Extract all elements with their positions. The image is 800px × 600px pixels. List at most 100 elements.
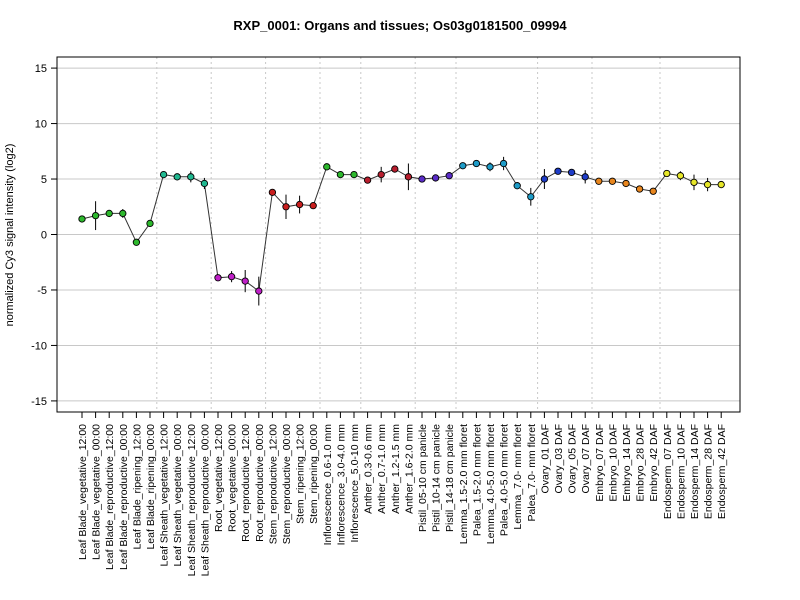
x-tick-label: Leaf Blade_reproductive_12:00 xyxy=(104,424,116,570)
data-point xyxy=(676,172,685,180)
x-tick-label: Leaf Blade_ripening_12:00 xyxy=(131,424,143,550)
x-tick-label: Palea_1.5-2.0 mm floret xyxy=(471,424,483,536)
y-tick-label: 15 xyxy=(35,63,47,75)
data-point xyxy=(336,170,345,179)
x-tick-label: Root_reproductive_12:00 xyxy=(240,424,252,542)
x-tick-label: Ovary_05 DAF xyxy=(567,424,579,493)
x-tick-label: Leaf Blade_ripening_00:00 xyxy=(145,424,157,550)
x-tick-label: Endosperm_14 DAF xyxy=(689,424,701,519)
x-tick-label: Inflorescence_3.0-4.0 mm xyxy=(335,424,347,546)
data-point xyxy=(309,202,317,210)
data-point xyxy=(554,167,562,175)
x-tick-label: Stem_ripening_00:00 xyxy=(308,424,320,524)
data-point xyxy=(663,169,671,178)
x-tick-label: Root_reproductive_00:00 xyxy=(254,424,266,542)
data-point xyxy=(445,172,453,180)
x-tick-label: Leaf Blade_vegetative_00:00 xyxy=(91,424,103,560)
data-point xyxy=(295,200,304,209)
data-point xyxy=(608,177,617,185)
data-point xyxy=(132,238,141,246)
data-point xyxy=(377,170,385,179)
data-point xyxy=(159,170,168,179)
x-tick-label: Ovary_07 DAF xyxy=(580,424,592,493)
y-tick-label: -5 xyxy=(37,285,47,297)
data-point xyxy=(323,163,331,171)
x-tick-label: Endosperm_28 DAF xyxy=(703,424,715,519)
x-tick-label: Anther_0.3-0.6 mm xyxy=(363,424,375,514)
data-point xyxy=(717,180,725,189)
x-tick-label: Pistil_05-10 cm panicle xyxy=(417,424,429,532)
x-tick-label: Leaf Sheath_reproductive_12:00 xyxy=(186,424,198,577)
x-tick-label: Embryo_14 DAF xyxy=(621,424,633,502)
data-point xyxy=(255,287,263,295)
data-point xyxy=(649,187,657,195)
data-point xyxy=(227,273,236,281)
data-point xyxy=(241,277,249,285)
x-tick-label: Embryo_28 DAF xyxy=(635,424,647,502)
data-point xyxy=(187,173,195,181)
data-point xyxy=(391,165,399,173)
x-tick-label: Stem_ripening_12:00 xyxy=(295,424,307,524)
x-tick-label: Lemma_1.5-2.0 mm floret xyxy=(458,424,470,544)
data-point xyxy=(595,177,603,185)
x-tick-label: Palea_7.0- mm floret xyxy=(526,424,538,522)
y-tick-label: -15 xyxy=(31,396,47,408)
x-tick-label: Leaf Blade_vegetative_12:00 xyxy=(77,424,89,560)
data-point xyxy=(527,193,535,201)
y-tick-label: 5 xyxy=(41,174,47,186)
data-point xyxy=(540,175,549,183)
x-tick-label: Ovary_03 DAF xyxy=(553,424,565,493)
data-point xyxy=(363,176,372,184)
data-point xyxy=(431,174,440,182)
x-tick-label: Endosperm_07 DAF xyxy=(662,424,674,519)
data-point xyxy=(581,173,589,181)
x-tick-label: Stem_reproductive_00:00 xyxy=(281,424,293,544)
x-tick-label: Root_vegetative_12:00 xyxy=(213,424,225,532)
data-point xyxy=(282,203,290,211)
grid-layer xyxy=(57,57,740,412)
x-tick-label: Inflorescence_0.6-1.0 mm xyxy=(322,424,334,546)
data-point xyxy=(105,209,113,218)
y-axis: -15 -10 -5 0 5 10 15 xyxy=(31,63,57,408)
data-point xyxy=(119,209,127,218)
x-axis: Leaf Blade_vegetative_12:00 Leaf Blade_ve… xyxy=(77,412,728,576)
data-point xyxy=(91,211,100,220)
data-point xyxy=(635,185,644,193)
data-point xyxy=(78,215,86,223)
x-tick-label: Pistil_14-18 cm panicle xyxy=(444,424,456,532)
data-point xyxy=(703,180,712,189)
data-point-layer xyxy=(78,159,725,295)
data-point xyxy=(690,178,698,187)
x-tick-label: Leaf Sheath_vegetative_12:00 xyxy=(159,424,171,567)
data-point xyxy=(418,175,426,183)
y-tick-label: 0 xyxy=(41,230,47,242)
x-tick-label: Lemma_4.0-5.0 mm floret xyxy=(485,424,497,544)
x-tick-label: Anther_1.6-2.0 mm xyxy=(403,424,415,514)
x-tick-label: Embryo_42 DAF xyxy=(648,424,660,502)
data-point xyxy=(214,274,222,282)
x-tick-label: Embryo_07 DAF xyxy=(594,424,606,502)
data-point xyxy=(472,159,481,168)
data-point xyxy=(499,159,508,168)
x-tick-label: Embryo_10 DAF xyxy=(607,424,619,502)
x-tick-label: Inflorescence_5.0-10 mm xyxy=(349,424,361,543)
y-axis-label: normalized Cy3 signal intensity (log2) xyxy=(4,144,16,327)
x-tick-label: Lemma_7.0- mm floret xyxy=(512,424,524,530)
x-tick-label: Palea_4.0-5.0 mm floret xyxy=(499,424,511,536)
data-point xyxy=(268,188,277,196)
y-tick-label: -10 xyxy=(31,340,47,352)
data-point xyxy=(350,170,358,179)
chart-title: RXP_0001: Organs and tissues; Os03g01815… xyxy=(233,18,567,33)
data-point xyxy=(513,182,521,190)
data-point xyxy=(200,179,209,188)
x-tick-label: Anther_0.7-1.0 mm xyxy=(376,424,388,514)
x-tick-label: Endosperm_42 DAF xyxy=(716,424,728,519)
x-tick-label: Leaf Sheath_reproductive_00:00 xyxy=(199,424,211,577)
data-point xyxy=(173,173,181,181)
x-tick-label: Stem_reproductive_12:00 xyxy=(267,424,279,544)
x-tick-label: Leaf Sheath_vegetative_00:00 xyxy=(172,424,184,567)
x-tick-label: Anther_1.2-1.5 mm xyxy=(390,424,402,514)
data-point xyxy=(567,168,576,177)
x-tick-label: Endosperm_10 DAF xyxy=(675,424,687,519)
